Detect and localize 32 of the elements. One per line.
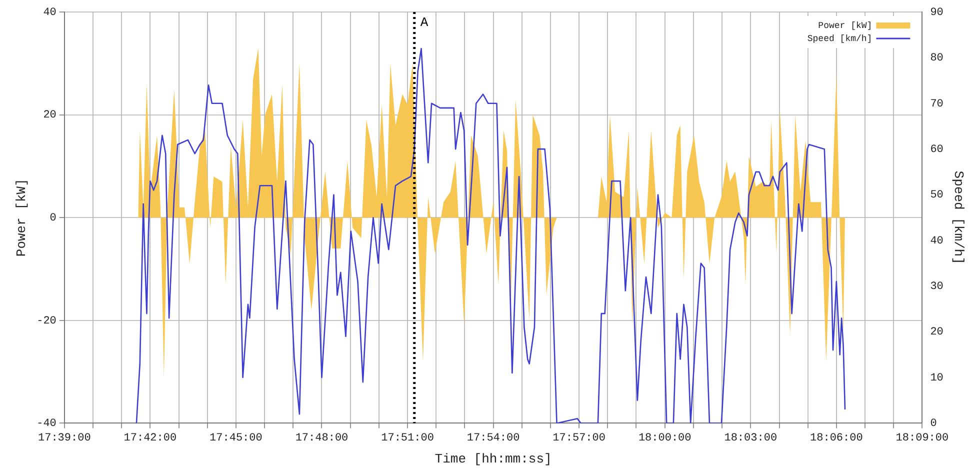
x-tick-label: 17:45:00 — [210, 432, 262, 445]
y2-tick-label: 30 — [930, 281, 944, 294]
x-tick-label: 17:51:00 — [381, 432, 434, 445]
y2-tick-label: 20 — [930, 326, 944, 339]
ref-line-label: A — [420, 14, 428, 30]
y2-tick-label: 90 — [930, 6, 944, 19]
y2-tick-label: 80 — [930, 52, 944, 65]
y2-tick-label: 50 — [930, 190, 944, 202]
x-tick-label: 18:06:00 — [810, 432, 863, 445]
x-tick-label: 17:42:00 — [124, 432, 177, 445]
x-tick-label: 17:54:00 — [466, 432, 520, 445]
x-tick-label: 17:48:00 — [295, 432, 348, 445]
y2-tick-label: 10 — [930, 372, 944, 384]
legend-label: Speed [km/h] — [807, 34, 872, 44]
x-tick-label: 18:09:00 — [896, 432, 949, 445]
y-tick-label: -40 — [36, 418, 56, 430]
x-tick-label: 17:57:00 — [552, 432, 606, 445]
y-tick-label: 0 — [50, 212, 56, 225]
y-tick-label: -20 — [36, 315, 56, 328]
x-tick-label: 18:00:00 — [638, 432, 692, 445]
y-axis-title: Power [kW] — [14, 178, 30, 257]
x-tick-label: 18:03:00 — [724, 432, 778, 445]
x-tick-label: 17:39:00 — [38, 432, 91, 445]
legend-label: Power [kW] — [818, 20, 872, 31]
y2-tick-label: 40 — [930, 235, 944, 248]
y2-tick-label: 70 — [930, 98, 944, 110]
y-tick-label: 40 — [43, 6, 56, 19]
y-tick-label: 20 — [43, 110, 56, 122]
x-axis-title: Time [hh:mm:ss] — [434, 452, 552, 467]
y2-tick-label: 60 — [930, 144, 944, 156]
y2-tick-label: 0 — [930, 418, 937, 430]
y2-axis-title: Speed [km/h] — [950, 170, 966, 264]
